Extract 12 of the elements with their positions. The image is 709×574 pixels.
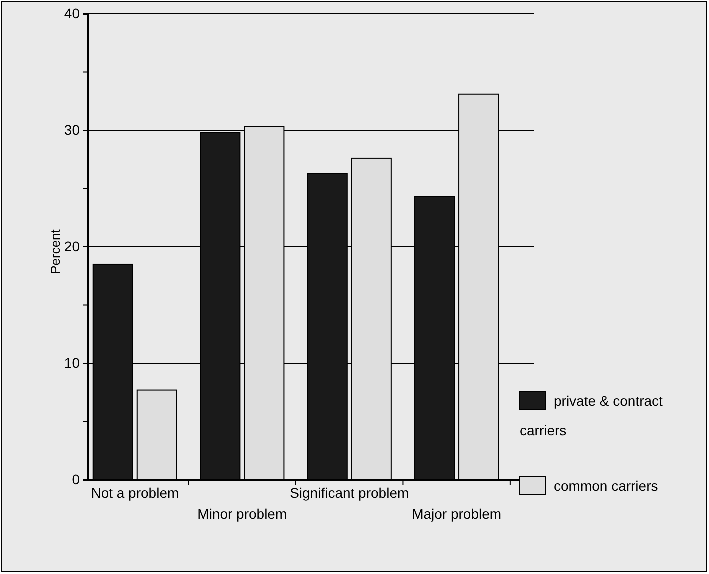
y-tick-label: 0 (72, 471, 80, 488)
y-tick-label: 40 (64, 5, 80, 22)
legend-label: private & contract carriers (520, 393, 664, 438)
y-tick-label: 30 (64, 122, 80, 138)
x-tick-label: Major problem (412, 506, 502, 522)
x-tick-label: Significant problem (290, 484, 410, 501)
legend-label: common carriers (554, 478, 658, 494)
y-tick-label: 10 (64, 354, 80, 371)
x-tick-label: Minor problem (198, 506, 288, 522)
y-tick-label: 20 (64, 238, 80, 254)
y-axis-title: Percent (48, 229, 63, 274)
x-tick-label: Not a problem (91, 484, 180, 501)
